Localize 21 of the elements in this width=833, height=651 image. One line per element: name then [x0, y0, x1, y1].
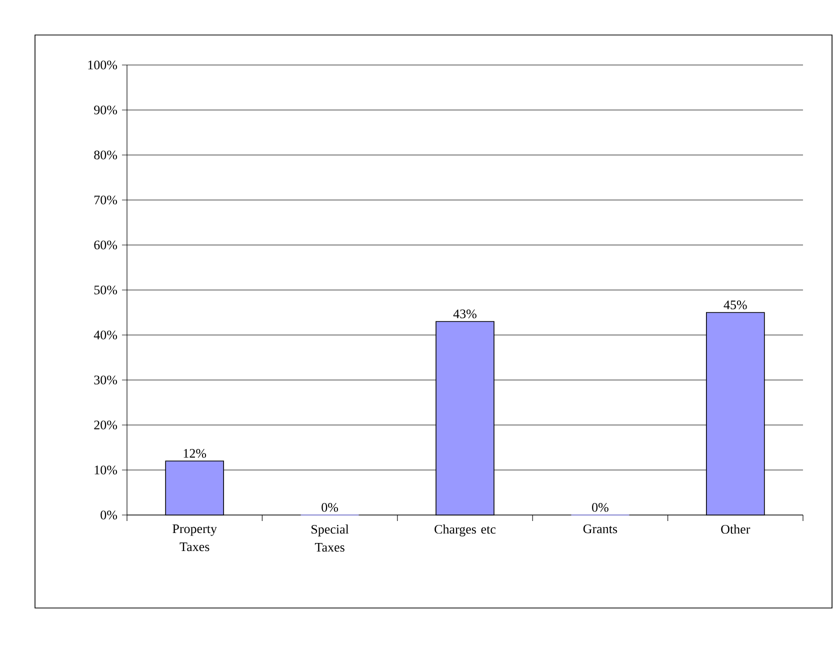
y-tick-label: 80%: [94, 150, 118, 160]
x-tick-label: Grants: [583, 524, 618, 534]
data-label: 0%: [592, 502, 608, 512]
x-tick-label: Special Taxes: [312, 524, 349, 552]
y-tick-label: 0%: [100, 510, 118, 520]
data-label: 43%: [453, 309, 476, 318]
data-label: 0%: [322, 502, 338, 512]
y-tick-label: 60%: [94, 240, 118, 250]
x-tick-label: Property Taxes: [172, 524, 217, 552]
y-tick-label: 30%: [94, 376, 118, 384]
x-tick-label: Other: [721, 524, 750, 534]
data-label: 45%: [724, 300, 747, 310]
y-tick-label: 70%: [94, 196, 118, 204]
y-tick-label: 10%: [94, 466, 118, 474]
x-tick-label: Charges etc: [434, 524, 496, 536]
y-tick-label: 100%: [88, 60, 118, 70]
y-tick-label: 50%: [94, 286, 118, 294]
y-tick-label: 20%: [94, 420, 118, 430]
y-tick-label: 40%: [94, 330, 118, 340]
data-label: 12%: [184, 448, 206, 458]
y-tick-label: 90%: [94, 106, 118, 114]
